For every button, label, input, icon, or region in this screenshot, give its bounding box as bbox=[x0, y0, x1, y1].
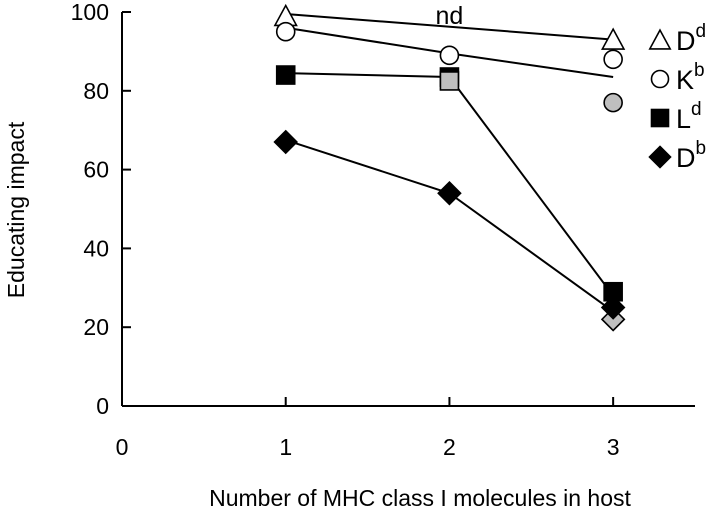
y-tick-label: 80 bbox=[83, 78, 109, 104]
data-point bbox=[275, 65, 296, 85]
x-tick-label: 1 bbox=[279, 434, 292, 460]
data-point bbox=[439, 71, 460, 91]
y-tick-label: 100 bbox=[71, 0, 109, 25]
data-point bbox=[275, 21, 296, 42]
legend: Dd Kb Ld Db bbox=[648, 21, 706, 173]
y-tick-label: 0 bbox=[96, 393, 109, 419]
series-line bbox=[285, 139, 614, 313]
data-point bbox=[273, 129, 299, 155]
data-point bbox=[439, 45, 460, 66]
data-point bbox=[437, 180, 462, 206]
data-markers bbox=[273, 3, 626, 332]
annotation-label: nd bbox=[436, 2, 464, 30]
data-point bbox=[600, 27, 626, 50]
legend-label: Dd bbox=[676, 21, 706, 56]
legend-label: Ld bbox=[676, 99, 702, 134]
x-tick-label: 3 bbox=[607, 434, 620, 460]
legend-marker bbox=[650, 69, 670, 89]
annotations: nd bbox=[436, 2, 464, 30]
legend-label: Kb bbox=[676, 60, 705, 95]
legend-marker bbox=[650, 108, 670, 128]
legend-marker bbox=[648, 145, 672, 169]
legend-label: Db bbox=[676, 138, 706, 173]
x-tick-label: 2 bbox=[443, 434, 456, 460]
axes: 0 20 40 60 80 100 0 1 2 3 bbox=[71, 0, 695, 460]
x-tick-label: 0 bbox=[116, 434, 129, 460]
x-axis-title: Number of MHC class I molecules in host bbox=[209, 485, 631, 511]
series-line bbox=[285, 12, 614, 41]
data-point bbox=[600, 295, 626, 320]
y-tick-label: 60 bbox=[83, 157, 109, 183]
y-tick-label: 20 bbox=[83, 314, 109, 340]
y-axis-title: Educating impact bbox=[3, 121, 29, 298]
legend-marker bbox=[648, 28, 672, 50]
y-tick-label: 40 bbox=[83, 235, 109, 261]
data-point bbox=[603, 92, 623, 113]
data-point bbox=[603, 49, 623, 70]
